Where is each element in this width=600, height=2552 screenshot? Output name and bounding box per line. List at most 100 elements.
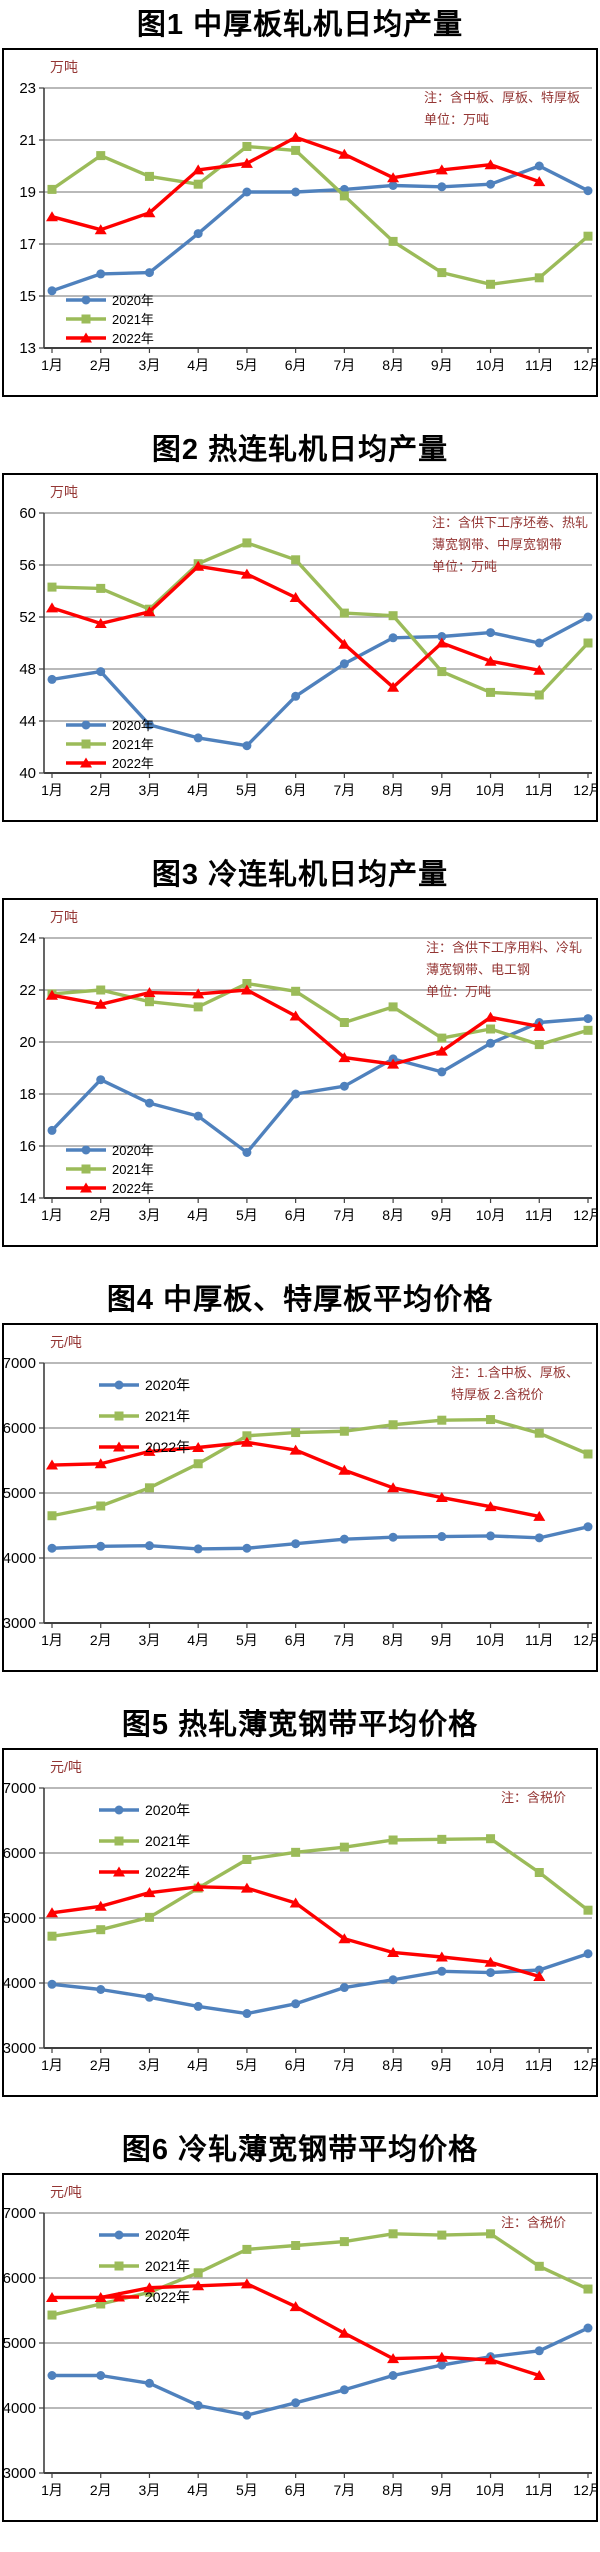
circle-marker [81,720,91,730]
circle-marker [583,612,593,622]
x-tick-label: 1月 [41,1207,63,1223]
circle-marker [96,1985,106,1994]
x-tick-label: 3月 [139,1632,161,1648]
square-marker [144,2287,154,2297]
legend-item-2021年: 2021年 [99,2258,190,2274]
triangle-marker [387,1482,400,1493]
triangle-marker [338,1933,351,1944]
chart-note: 注：含供下工序坯卷、热轧 [432,515,588,530]
square-marker [339,1426,349,1436]
x-tick-label: 11月 [525,2482,554,2498]
circle-marker [144,720,154,730]
triangle-marker [484,655,497,666]
triangle-marker [94,998,107,1009]
legend-item-2020年: 2020年 [99,2227,190,2243]
triangle-marker [533,176,546,187]
x-tick-label: 1月 [41,2057,63,2073]
triangle-marker [94,618,107,628]
circle-marker [96,1075,106,1085]
x-tick-label: 9月 [431,2057,453,2073]
triangle-marker [533,2370,546,2380]
x-tick-label: 2月 [90,2057,112,2073]
circle-marker [583,1949,593,1959]
legend-label: 2022年 [145,2289,190,2305]
square-marker [534,1040,544,1050]
y-tick-label: 52 [19,609,36,626]
x-tick-label: 12月 [573,782,596,798]
legend-label: 2022年 [112,1181,154,1196]
triangle-marker [289,1897,302,1908]
x-tick-label: 1月 [41,1632,63,1648]
circle-marker [193,2400,203,2410]
x-tick-label: 7月 [333,2057,355,2073]
figure-1-title: 图1 中厚板轧机日均产量 [136,9,464,41]
triangle-marker [94,1458,107,1469]
circle-marker [291,187,301,197]
legend-item-2021年: 2021年 [66,737,154,752]
figure-4-block: 图4 中厚板、特厚板平均价格 7000 6000 5000 4000 3000 1月 2月 3… [0,1275,600,1700]
y-axis-unit-label: 元/吨 [50,1759,82,1775]
x-tick-label: 5月 [236,357,258,373]
legend-item-2021年: 2021年 [66,1162,154,1177]
square-marker [339,191,349,201]
triangle-marker [80,757,92,768]
square-marker [486,1834,496,1844]
x-tick-label: 3月 [139,782,161,798]
figure-3-title: 图3 冷连轧机日均产量 [151,859,449,891]
square-marker [388,1002,398,1012]
x-tick-label: 4月 [187,2482,209,2498]
legend-label: 2021年 [112,1162,154,1177]
triangle-marker [240,1882,253,1893]
triangle-marker [46,2292,58,2302]
chart-note: 注：1.含中板、厚板、 [451,1365,579,1380]
chart-note: 单位：万吨 [426,984,491,999]
square-marker [242,538,252,548]
triangle-marker [192,988,205,999]
circle-marker [291,1089,301,1099]
triangle-marker [46,602,58,613]
figure-2-title: 图2 热连轧机日均产量 [151,434,449,466]
circle-marker [534,1965,544,1975]
x-tick-label: 6月 [285,357,307,373]
circle-marker [144,1098,154,1108]
y-tick-label: 16 [19,1138,36,1155]
triangle-marker [387,1058,400,1069]
y-tick-label: 5000 [4,1485,36,1502]
circle-marker [242,187,252,197]
x-tick-label: 9月 [431,2482,453,2498]
figure-6-frame: 7000 6000 5000 4000 3000 1月 2月 3月 4月 5月 6月 7月 8月 9月 10… [2,2173,598,2522]
triangle-marker [338,1052,351,1063]
x-tick-label: 4月 [187,1207,209,1223]
square-marker [114,1836,124,1846]
x-tick-label: 8月 [382,357,404,373]
triangle-marker [435,164,448,175]
legend-item-2020年: 2020年 [99,1802,190,1818]
square-marker [534,2261,544,2271]
legend-label: 2022年 [145,1864,190,1880]
series-line-2020年 [50,1016,589,1155]
triangle-marker [46,1459,58,1470]
circle-marker [81,295,91,305]
y-tick-label: 56 [19,557,36,574]
square-marker [81,1164,91,1174]
y-tick-label: 15 [19,288,36,305]
x-tick-label: 5月 [236,1207,258,1223]
square-marker [486,687,496,697]
square-marker [583,1905,593,1915]
circle-marker [339,1983,349,1993]
y-tick-label: 5000 [4,1910,36,1927]
square-marker [81,314,91,324]
circle-marker [144,268,154,278]
x-tick-label: 11月 [525,1207,554,1223]
square-marker [291,2241,301,2250]
circle-marker [81,1145,91,1155]
legend-label: 2021年 [112,737,154,752]
chart-note: 单位：万吨 [424,112,489,127]
square-marker [242,1431,252,1441]
series-line-2021年 [51,1417,589,1518]
triangle-marker [192,1442,205,1452]
triangle-marker [533,1020,546,1031]
square-marker [114,2261,124,2271]
y-tick-label: 17 [19,236,36,253]
x-tick-label: 12月 [573,1632,596,1648]
